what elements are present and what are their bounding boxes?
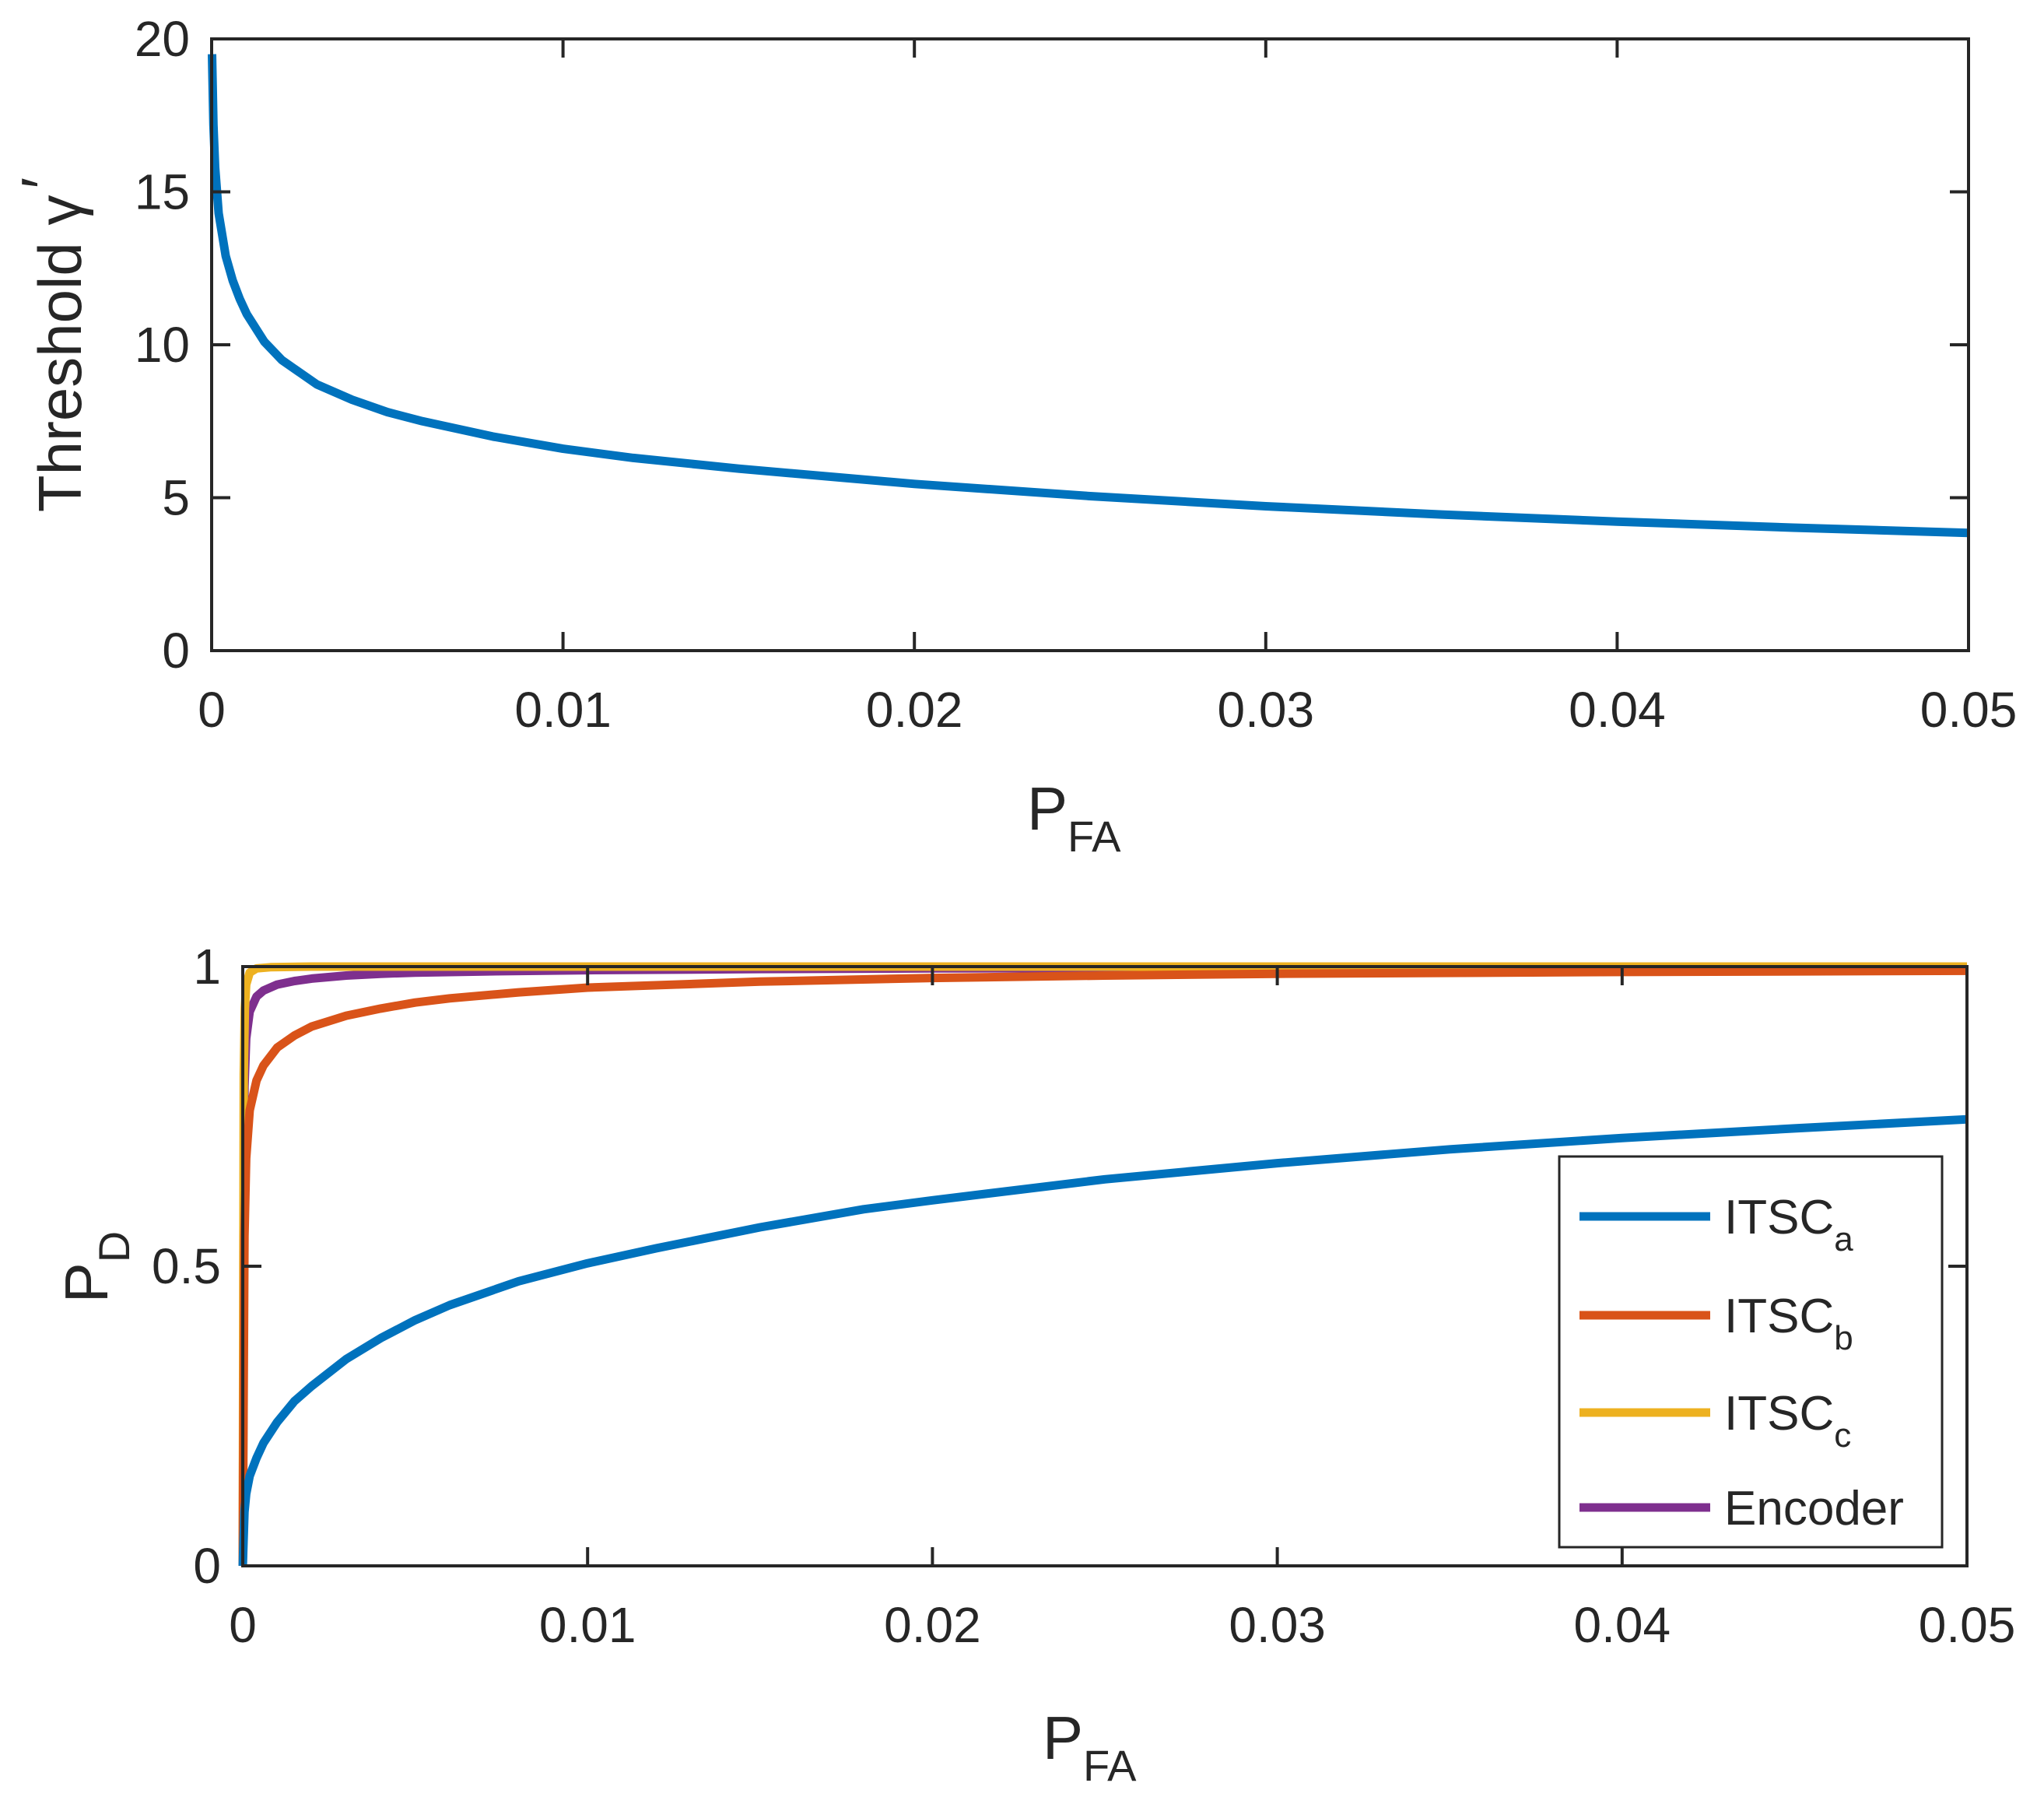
legend-label-itsc-b: ITSCb <box>1724 1290 1853 1357</box>
threshold-xtick-label: 0.01 <box>514 682 612 738</box>
detection-xtick-label: 0.04 <box>1574 1597 1671 1653</box>
detection-xlabel: PFA <box>1043 1704 1137 1790</box>
detection-xtick-label: 0.01 <box>539 1597 636 1653</box>
threshold-ytick-label: 0 <box>162 623 190 679</box>
threshold-plot: 0 0.01 0.02 0.03 0.04 0.05 0 5 10 15 20 PFA Thresh… <box>9 11 2017 861</box>
detection-series-line-itsc-a <box>238 1114 1968 1567</box>
legend-label-itsc-a: ITSCa <box>1724 1191 1853 1258</box>
threshold-ylabel: Threshold γ′ <box>9 177 94 512</box>
threshold-ytick-label: 20 <box>135 11 190 67</box>
threshold-xlabel: PFA <box>1027 774 1121 861</box>
legend-item-itsc-c: ITSCc <box>1579 1387 1851 1455</box>
detection-ylabel: PD <box>52 1231 138 1303</box>
threshold-ytick-label: 15 <box>135 164 190 220</box>
detection-plot: 0 0.01 0.02 0.03 0.04 0.05 0 0.5 1 PFA PD ITSCa … <box>52 939 2015 1790</box>
legend-item-itsc-b: ITSCb <box>1579 1290 1853 1357</box>
legend-item-encoder: Encoder <box>1579 1482 1904 1536</box>
threshold-xtick-label: 0.02 <box>866 682 963 738</box>
detection-xtick-label: 0.02 <box>884 1597 981 1653</box>
detection-xtick-label: 0 <box>229 1597 257 1653</box>
detection-ticks: 0 0.01 0.02 0.03 0.04 0.05 0 0.5 1 <box>152 939 2015 1653</box>
legend: ITSCa ITSCb ITSCc Encoder <box>1558 1155 1944 1549</box>
detection-xtick-label: 0.05 <box>1919 1597 2016 1653</box>
detection-series-line-itsc-b <box>238 966 1968 1567</box>
threshold-ytick-label: 5 <box>162 470 190 526</box>
legend-item-itsc-a: ITSCa <box>1579 1191 1853 1258</box>
threshold-xtick-label: 0.05 <box>1920 682 2018 738</box>
threshold-xtick-label: 0 <box>198 682 226 738</box>
threshold-xtick-label: 0.03 <box>1218 682 1315 738</box>
detection-xtick-label: 0.03 <box>1229 1597 1326 1653</box>
threshold-series-line-threshold <box>208 54 1969 538</box>
threshold-xtick-label: 0.04 <box>1569 682 1666 738</box>
threshold-ticks: 0 0.01 0.02 0.03 0.04 0.05 0 5 10 15 20 <box>135 11 2017 738</box>
legend-label-itsc-c: ITSCc <box>1724 1387 1851 1455</box>
detection-ytick-label: 0 <box>193 1538 221 1594</box>
legend-label-encoder: Encoder <box>1724 1482 1904 1536</box>
threshold-ytick-label: 10 <box>135 317 190 373</box>
detection-ytick-label: 0.5 <box>152 1238 221 1294</box>
detection-ytick-label: 1 <box>193 939 221 995</box>
legend-box <box>1558 1155 1944 1549</box>
threshold-series-layer <box>208 54 1969 538</box>
